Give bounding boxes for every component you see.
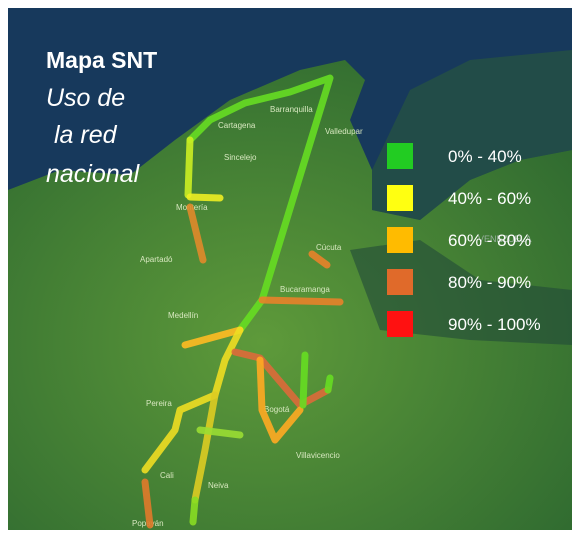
line (141, 326, 244, 474)
land (8, 60, 572, 530)
legend-swatch (387, 269, 413, 295)
line (186, 193, 224, 202)
line (141, 478, 154, 529)
legend-swatch (387, 227, 413, 253)
city: Cartagena (218, 121, 256, 130)
line (184, 136, 194, 199)
line (299, 351, 309, 409)
city: Bucaramanga (280, 285, 330, 294)
city: Neiva (208, 481, 229, 490)
subtitle: Uso de (46, 84, 125, 112)
city: Sincelejo (224, 153, 257, 162)
line (189, 496, 199, 526)
city: Villavicencio (296, 451, 340, 460)
subtitle: nacional (46, 160, 141, 188)
line (231, 348, 332, 409)
legend-swatch (387, 143, 413, 169)
city: Cúcuta (316, 243, 342, 252)
line (191, 391, 219, 504)
legend-swatch (387, 185, 413, 211)
legend-label: 0% - 40% (448, 147, 522, 166)
city: Bogotá (264, 405, 290, 414)
legend-label: 90% - 100% (448, 315, 541, 334)
legend-label: 40% - 60% (448, 189, 531, 208)
line (256, 356, 304, 444)
city: Pereira (146, 399, 172, 408)
city: Medellín (168, 311, 198, 320)
country: VENEZUELA (478, 234, 532, 244)
city: Cali (160, 471, 174, 480)
legend: 0% - 40% 40% - 60% 60% - 80% 80% - 90% 90% -… (387, 143, 541, 337)
transmission-lines (141, 74, 344, 529)
legend-swatch (387, 311, 413, 337)
line (308, 250, 331, 269)
city: Barranquilla (270, 105, 313, 114)
legend-label: 60% - 80% (448, 231, 531, 250)
line (258, 296, 344, 306)
line (196, 426, 244, 439)
region (372, 50, 572, 220)
title: Mapa SNT (46, 47, 157, 73)
line (186, 203, 207, 264)
city: Valledupar (325, 127, 363, 136)
subtitle: la red (54, 121, 118, 149)
line (181, 326, 244, 349)
city: Apartadó (140, 255, 173, 264)
legend-label: 80% - 90% (448, 273, 531, 292)
line (324, 374, 334, 394)
